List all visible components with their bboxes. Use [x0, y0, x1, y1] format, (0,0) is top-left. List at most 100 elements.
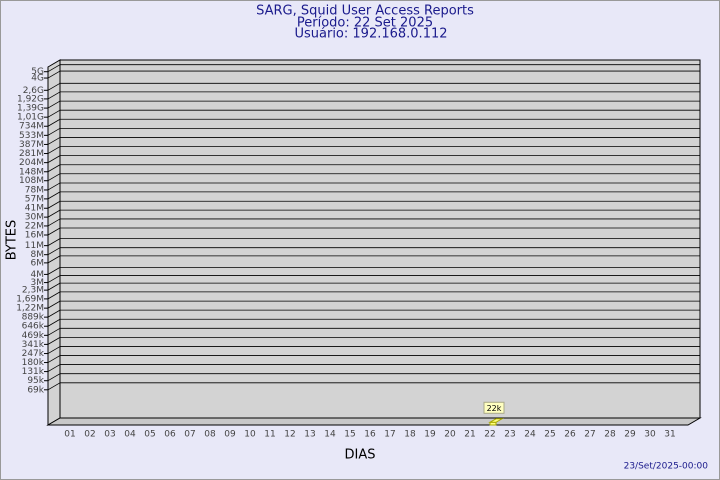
x-tick-label: 20: [444, 430, 456, 440]
grid-line: [47, 238, 61, 246]
y-tick-label: 41M: [25, 204, 44, 214]
y-tick-label: 4G: [31, 74, 44, 84]
grid-line: [47, 209, 61, 218]
x-tick-label: 02: [84, 430, 95, 440]
x-tick-label: 24: [524, 430, 536, 440]
y-tick-label: 889k: [22, 313, 45, 323]
x-tick-label: 10: [244, 430, 256, 440]
x-tick-label: 05: [144, 430, 155, 440]
grid-line: [47, 337, 61, 345]
x-tick-label: 04: [124, 430, 136, 440]
y-tick-label: 734M: [19, 122, 44, 132]
x-tick-label: 12: [284, 430, 295, 440]
x-tick-label: 13: [304, 430, 315, 440]
x-tick-label: 01: [64, 430, 75, 440]
x-tick-label: 30: [644, 430, 656, 440]
y-tick-label: 1,69M: [16, 294, 44, 304]
grid-line: [47, 291, 61, 300]
x-tick-label: 07: [184, 430, 195, 440]
grid-line: [47, 164, 61, 173]
x-tick-label: 26: [564, 430, 576, 440]
grid-line: [47, 146, 61, 154]
y-tick-label: 1,92G: [17, 94, 44, 104]
x-tick-label: 27: [584, 430, 595, 440]
y-tick-label: 22M: [25, 221, 44, 231]
x-tick-label: 09: [224, 430, 236, 440]
x-tick-label: 15: [344, 430, 355, 440]
grid-line: [47, 255, 61, 264]
grid-line: [47, 373, 61, 382]
y-tick-label: 5G: [31, 67, 44, 77]
grid-line: [47, 282, 61, 291]
grid-line: [47, 275, 61, 283]
x-tick-label: 21: [464, 430, 475, 440]
y-tick-label: 2,3M: [22, 286, 44, 296]
chart-subtitle: Período: 22 Set 2025: [297, 16, 433, 31]
grid-line: [47, 155, 61, 163]
grid-line: [47, 118, 61, 127]
y-tick-label: 646k: [22, 322, 45, 332]
grid-line: [47, 227, 61, 236]
x-axis-title: DIAS: [345, 448, 376, 463]
grid-line: [47, 64, 61, 73]
x-tick-label: 28: [604, 430, 616, 440]
y-tick-label: 3M: [31, 278, 45, 288]
value-label-box: [483, 401, 505, 414]
grid-line: [47, 127, 61, 136]
grid-line: [47, 309, 61, 318]
grid-line: [47, 137, 61, 145]
value-label: 22k: [487, 404, 502, 413]
grid-line: [47, 318, 61, 327]
grid-line: [47, 247, 61, 256]
y-tick-label: 69k: [27, 385, 44, 395]
user-label: Usuário: 192.168.0.112: [294, 27, 447, 42]
grid-line: [47, 109, 61, 118]
y-tick-label: 30M: [25, 213, 44, 223]
y-tick-label: 95k: [27, 376, 44, 386]
grid-line: [47, 382, 61, 391]
y-tick-label: 6M: [31, 258, 45, 268]
grid-line: [47, 91, 61, 100]
y-tick-label: 131k: [22, 367, 45, 377]
x-tick-label: 22: [484, 430, 495, 440]
y-tick-label: 108M: [19, 176, 44, 186]
x-tick-label: 23: [504, 430, 515, 440]
grid-line: [47, 300, 61, 309]
grid-line: [47, 346, 61, 354]
y-tick-label: 469k: [22, 331, 45, 341]
x-tick-label: 11: [264, 430, 275, 440]
footer: 23/Set/2025-00:00: [624, 462, 709, 472]
y-tick-label: 8M: [31, 250, 45, 260]
y-tick-label: 148M: [19, 167, 44, 177]
y-tick-label: 341k: [22, 340, 45, 350]
x-tick-label: 17: [384, 430, 395, 440]
y-axis-title: BYTES: [5, 220, 20, 261]
y-tick-label: 16M: [25, 230, 44, 240]
bar-shadow: [488, 418, 504, 423]
y-tick-label: 57M: [25, 194, 44, 204]
floor: [46, 417, 702, 426]
grid-line: [47, 82, 61, 91]
grid-line: [47, 191, 61, 200]
x-tick-label: 25: [544, 430, 555, 440]
x-tick-label: 16: [364, 430, 376, 440]
y-tick-label: 180k: [22, 358, 45, 368]
x-tick-label: 14: [324, 430, 336, 440]
y-tick-label: 2,6G: [23, 86, 44, 96]
x-tick-label: 03: [104, 430, 115, 440]
y-tick-label: 4M: [31, 270, 45, 280]
y-tick-label: 1,22M: [16, 304, 44, 314]
grid-line: [47, 364, 61, 372]
x-tick-label: 06: [164, 430, 176, 440]
y-tick-label: 281M: [19, 149, 44, 159]
y-tick-label: 1,01G: [17, 113, 44, 123]
y-tick-label: 11M: [25, 241, 44, 251]
x-tick-label: 29: [624, 430, 636, 440]
grid-line: [47, 218, 61, 227]
x-tick-label: 18: [404, 430, 416, 440]
chart-title: SARG, Squid User Access Reports: [256, 4, 474, 19]
x-tick-label: 08: [204, 430, 216, 440]
grid-line: [47, 182, 61, 191]
grid-line: [47, 173, 61, 182]
